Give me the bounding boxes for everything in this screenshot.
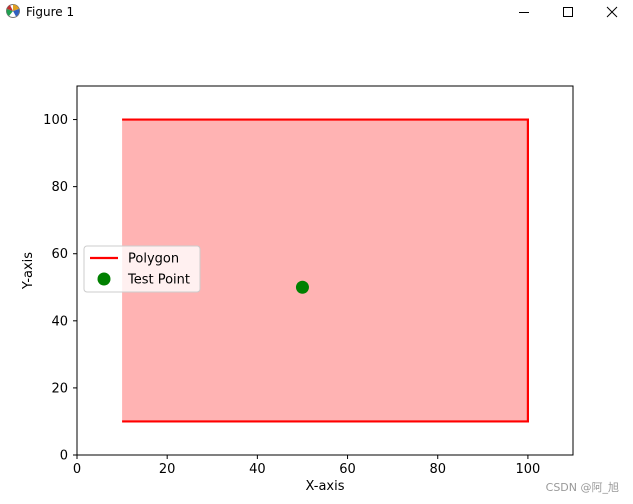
x-tick-label: 20 — [159, 462, 176, 477]
close-button[interactable] — [589, 0, 633, 24]
test-point-marker — [295, 280, 309, 294]
figure-canvas: 0 20 40 60 80 100 0 20 40 60 80 100 X-axis Y-axis … — [0, 24, 633, 504]
series-line-polygon — [122, 118, 530, 423]
maximize-icon — [563, 7, 573, 17]
y-tick-label: 40 — [51, 314, 68, 329]
x-tick-label: 80 — [429, 462, 446, 477]
polygon-line-layer — [122, 118, 530, 423]
legend-label: Test Point — [127, 273, 190, 288]
test-point-layer — [295, 280, 309, 294]
y-tick-label: 0 — [60, 449, 68, 464]
x-axis-label: X-axis — [306, 479, 345, 494]
watermark: CSDN @阿_旭 — [545, 481, 619, 494]
x-tick-label: 100 — [515, 462, 540, 477]
legend: Polygon Test Point — [83, 245, 201, 293]
close-icon — [606, 6, 618, 18]
axes-frame — [76, 85, 574, 456]
minimize-icon — [519, 12, 529, 13]
y-tick-label: 20 — [51, 381, 68, 396]
x-tick-label: 0 — [73, 462, 81, 477]
legend-swatch-test-point — [97, 272, 111, 286]
window-title: Figure 1 — [26, 5, 75, 19]
y-tick-label: 100 — [43, 113, 68, 128]
x-ticks: 0 20 40 60 80 100 — [73, 455, 540, 477]
maximize-button[interactable] — [545, 0, 591, 24]
y-tick-label: 80 — [51, 180, 68, 195]
matplotlib-app-icon — [5, 3, 21, 19]
x-tick-label: 40 — [249, 462, 266, 477]
polygon-fill — [122, 119, 528, 422]
x-tick-label: 60 — [339, 462, 356, 477]
minimize-button[interactable] — [501, 0, 547, 24]
y-tick-label: 60 — [51, 247, 68, 262]
legend-label: Polygon — [128, 252, 179, 267]
polygon-fill-layer — [122, 119, 528, 422]
title-bar[interactable]: Figure 1 — [0, 0, 633, 24]
y-axis-label: Y-axis — [21, 252, 36, 290]
y-ticks: 0 20 40 60 80 100 — [43, 113, 77, 464]
